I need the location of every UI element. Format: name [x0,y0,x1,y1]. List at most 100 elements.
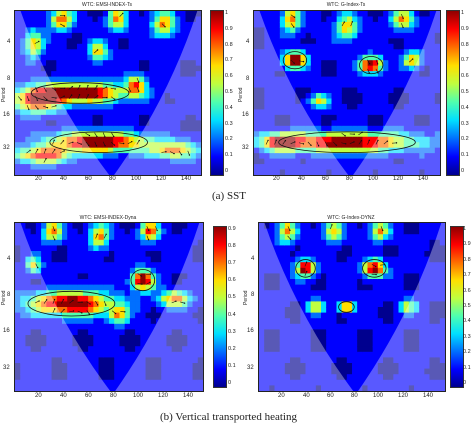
heatmap-cell [352,109,358,116]
heatmap-cell [46,357,53,364]
heatmap-cell [145,335,152,342]
heatmap-cell [149,120,156,127]
heatmap-cell [264,239,270,246]
heatmap-cell [135,318,141,325]
heatmap-cell [300,147,307,154]
heatmap-cell [259,267,265,274]
heatmap-cell [197,318,203,325]
heatmap-cell [150,346,157,353]
heatmap-cell [372,340,379,347]
heatmap-cell [300,351,307,358]
heatmap-cell [264,307,270,314]
heatmap-cell [145,223,152,230]
heatmap-cell [341,329,348,336]
colorbar-tick-label: 0 [461,168,465,174]
heatmap-cell [190,93,197,100]
heatmap-cell [372,82,379,89]
heatmap-cell [149,87,156,94]
heatmap-cell [269,284,276,291]
heatmap-cell [429,65,436,72]
heatmap-cell [176,290,183,297]
heatmap-cell [192,284,199,291]
heatmap-cell [336,335,343,342]
heatmap-cell [409,136,415,143]
heatmap-cell [139,142,145,149]
heatmap-cell [62,363,68,370]
heatmap-cell [51,245,58,252]
heatmap-cell [419,329,425,336]
heatmap-cell [164,49,171,56]
phase-arrow [69,300,74,304]
heatmap-cell [383,38,389,45]
heatmap-cell [192,312,199,319]
heatmap-cell [383,273,389,280]
heatmap-cell [170,114,176,121]
heatmap-cell [30,323,37,330]
heatmap-cell [30,329,37,336]
heatmap-cell [409,21,415,28]
heatmap-cell [357,49,364,56]
heatmap-cell [305,340,312,347]
heatmap-cell [295,290,301,297]
heatmap-cell [362,169,369,175]
heatmap-cell [82,251,89,258]
heatmap-cell [66,153,73,160]
heatmap-cell [393,60,400,67]
heatmap-cell [159,158,166,165]
heatmap-cell [429,256,436,263]
heatmap-cell [30,71,37,78]
heatmap-cell [77,307,84,314]
heatmap-cell [41,290,47,297]
heatmap-cell [408,279,415,286]
colorbar [446,10,460,176]
heatmap-cell [51,234,58,241]
heatmap-cell [166,251,173,258]
heatmap-cell [264,323,270,330]
heatmap-cell [109,346,115,353]
heatmap-cell [259,273,265,280]
phase-arrow [178,150,182,155]
heatmap-cell [71,38,78,45]
heatmap-cell [378,32,384,39]
heatmap-cell [290,147,296,154]
heatmap-cell [352,256,358,263]
heatmap-cell [171,374,178,381]
heatmap-cell [56,340,63,347]
heatmap-cell [331,284,338,291]
heatmap-cell [25,363,32,370]
heatmap-cell [357,340,363,347]
heatmap-cell [97,125,104,132]
phase-arrowhead [81,301,83,303]
heatmap-cell [285,164,291,171]
heatmap-cell [180,76,187,83]
heatmap-cell [103,312,110,319]
heatmap-cell [424,273,431,280]
heatmap-cell [185,11,192,18]
heatmap-cell [180,153,187,160]
heatmap-cell [310,147,317,154]
heatmap-cell [362,318,369,325]
heatmap-cell [300,385,307,391]
heatmap-cell [166,363,173,370]
heatmap-cell [15,158,21,165]
heatmap-cell [93,295,100,302]
heatmap-cell [197,245,203,252]
heatmap-cell [161,323,168,330]
heatmap-cell [424,329,431,336]
heatmap-cell [336,284,343,291]
heatmap-cell [424,228,431,235]
heatmap-cell [285,27,291,34]
heatmap-cell [161,307,168,314]
heatmap-cell [133,11,140,18]
heatmap-cell [398,109,405,116]
heatmap-cell [378,158,384,165]
heatmap-cell [56,301,63,308]
heatmap-cell [305,228,312,235]
heatmap-cell [264,11,271,18]
heatmap-cell [352,385,358,391]
heatmap-cell [269,346,276,353]
heatmap-cell [133,114,140,121]
heatmap-cell [145,239,152,246]
heatmap-cell [93,318,100,325]
heatmap-cell [372,228,379,235]
